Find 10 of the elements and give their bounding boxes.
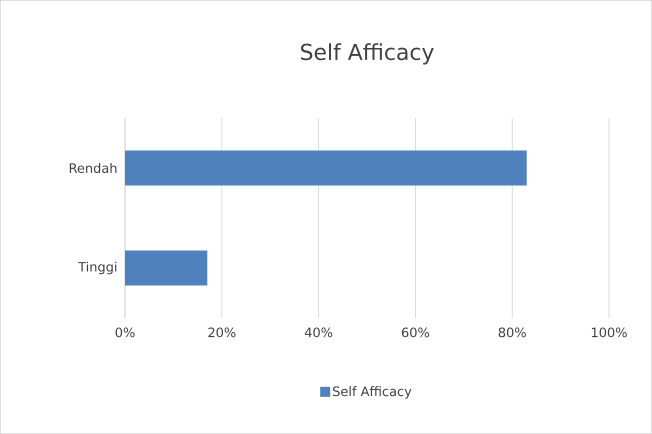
y-tick-label: Rendah [70, 162, 116, 174]
x-tick-label: 100% [592, 328, 627, 338]
x-tick-label: 0% [116, 328, 135, 338]
x-tick-label: 40% [304, 328, 332, 338]
x-tick-label: 20% [208, 328, 236, 338]
chart-title: Self Afficacy [301, 43, 434, 64]
x-tick-label: 80% [498, 328, 526, 338]
legend-label: Self Afficacy [333, 386, 412, 399]
y-tick-label: Tinggi [78, 262, 116, 274]
x-tick-label: 60% [402, 328, 430, 338]
